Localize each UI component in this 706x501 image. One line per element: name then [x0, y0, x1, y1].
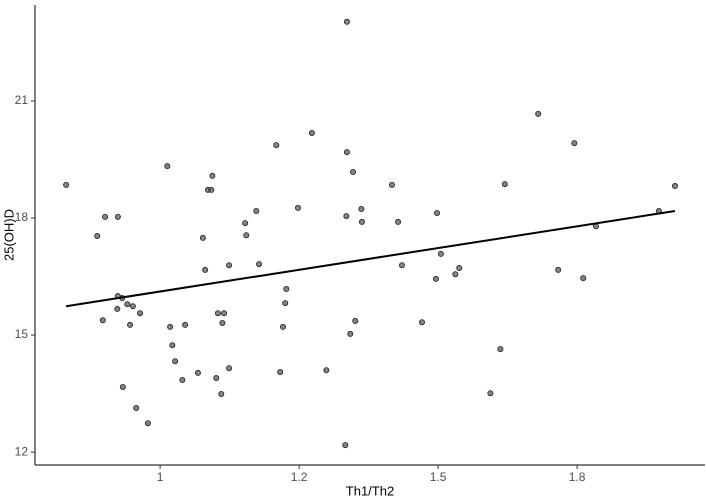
trend-line [65, 210, 676, 308]
point [350, 168, 357, 175]
point [172, 358, 179, 365]
point [279, 323, 286, 330]
y-tick-label: 18 [15, 210, 29, 224]
point [242, 220, 249, 227]
point [99, 317, 106, 324]
point [256, 261, 263, 268]
point [433, 209, 440, 216]
point [452, 271, 459, 278]
point [437, 250, 444, 257]
point [214, 310, 221, 317]
x-tick-label: 1 [157, 470, 164, 484]
point [94, 232, 101, 239]
point [497, 346, 504, 353]
point [418, 319, 425, 326]
y-tick-label: 15 [15, 327, 29, 341]
point [194, 369, 201, 376]
point [535, 110, 542, 117]
y-tick-label: 21 [15, 93, 29, 107]
y-tick-label: 12 [15, 444, 29, 458]
point [127, 321, 134, 328]
point [432, 275, 439, 282]
point [580, 275, 587, 282]
point [487, 390, 494, 397]
point [102, 213, 109, 220]
point [226, 365, 233, 372]
point [226, 262, 233, 269]
point [114, 305, 121, 312]
point [119, 383, 126, 390]
point [343, 149, 350, 156]
x-tick-label: 1.8 [569, 470, 586, 484]
point [282, 300, 289, 307]
point [343, 18, 350, 25]
point [571, 140, 578, 147]
x-tick-label: 1.2 [291, 470, 308, 484]
x-tick-label: 1.5 [430, 470, 447, 484]
point [202, 266, 209, 273]
point [398, 262, 405, 269]
point [352, 318, 359, 325]
point [124, 301, 131, 308]
point [388, 181, 395, 188]
point [219, 319, 226, 326]
point [395, 218, 402, 225]
point [555, 266, 562, 273]
point [456, 264, 463, 271]
point [671, 183, 678, 190]
point [358, 206, 365, 213]
point [167, 323, 174, 330]
point [221, 310, 228, 317]
point [294, 204, 301, 211]
point [273, 142, 280, 149]
point [114, 213, 121, 220]
point [209, 172, 216, 179]
point [243, 232, 250, 239]
point [133, 405, 140, 412]
point [277, 369, 284, 376]
point [283, 286, 290, 293]
point [144, 420, 151, 427]
point [164, 163, 171, 170]
point [343, 213, 350, 220]
point [137, 310, 144, 317]
point [308, 129, 315, 136]
point [213, 374, 220, 381]
point [129, 303, 136, 310]
y-axis-title: 25(OH)D [1, 209, 16, 261]
point [218, 390, 225, 397]
point [169, 342, 176, 349]
point [253, 208, 260, 215]
point [342, 442, 349, 449]
point [179, 376, 186, 383]
point [63, 181, 70, 188]
point [358, 218, 365, 225]
x-axis-title: Th1/Th2 [346, 483, 394, 498]
point [501, 181, 508, 188]
point [199, 234, 206, 241]
point [323, 367, 330, 374]
point [347, 330, 354, 337]
point [182, 321, 189, 328]
point [208, 186, 215, 193]
